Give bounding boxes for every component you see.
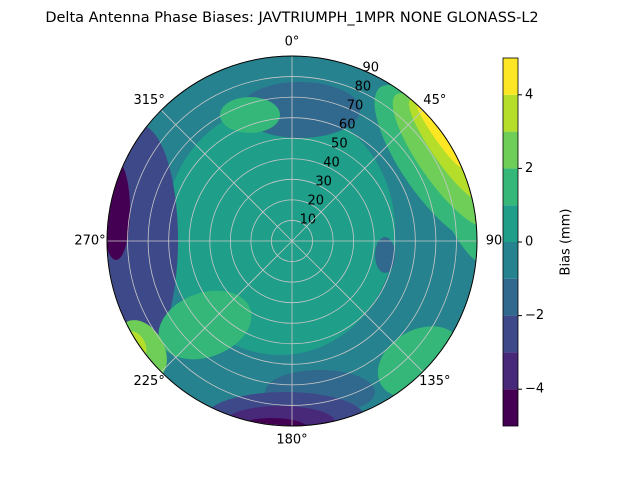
colorbar-band — [503, 389, 518, 426]
contour-region — [220, 97, 280, 133]
colorbar-tick-label: −4 — [525, 382, 544, 397]
colorbar-tick-label: 0 — [525, 235, 533, 250]
colorbar-band — [503, 94, 518, 132]
grid-spoke — [291, 240, 424, 373]
colorbar-tick-label: 2 — [525, 161, 533, 176]
colorbar-band — [503, 315, 518, 353]
colorbar-tick-label: −2 — [525, 308, 544, 323]
colorbar-tick-label: 4 — [525, 87, 533, 102]
colorbar-band — [503, 242, 518, 279]
colorbar-label: Bias (mm) — [559, 209, 574, 276]
theta-tick-label: 225° — [134, 374, 165, 389]
grid-spoke — [160, 109, 293, 242]
r-tick-label: 30 — [315, 175, 332, 190]
r-tick-label: 20 — [307, 194, 324, 209]
theta-tick-label: 180° — [276, 433, 307, 448]
contour-region — [158, 290, 252, 360]
contour-region — [107, 160, 130, 260]
polar-frame — [106, 55, 478, 427]
colorbar-band — [503, 352, 518, 390]
grid-spoke — [291, 109, 424, 242]
theta-tick-label: 135° — [419, 374, 450, 389]
theta-tick-label: 315° — [134, 93, 165, 108]
colorbar-band — [503, 168, 518, 206]
grid-spoke — [160, 240, 293, 373]
r-tick-label: 50 — [331, 137, 348, 152]
chart-title: Delta Antenna Phase Biases: JAVTRIUMPH_1… — [45, 10, 538, 26]
contour-region — [416, 102, 464, 168]
r-tick-label: 10 — [300, 213, 317, 228]
theta-tick-label: 270° — [74, 234, 105, 249]
theta-tick-label: 90 — [486, 234, 503, 249]
theta-tick-label: 0° — [285, 35, 300, 50]
r-tick-label: 70 — [347, 99, 364, 114]
colorbar-band — [503, 205, 518, 242]
axes: 1020304050607080900°45°90135°180°225°270… — [74, 35, 544, 448]
colorbar-band — [503, 58, 518, 95]
r-tick-label: 80 — [355, 80, 372, 95]
r-tick-label: 60 — [339, 118, 356, 133]
contour-region — [375, 237, 395, 273]
colorbar-band — [503, 131, 518, 169]
r-tick-label: 40 — [323, 156, 340, 171]
theta-tick-label: 45° — [423, 93, 446, 108]
colorbar-band — [503, 278, 518, 316]
